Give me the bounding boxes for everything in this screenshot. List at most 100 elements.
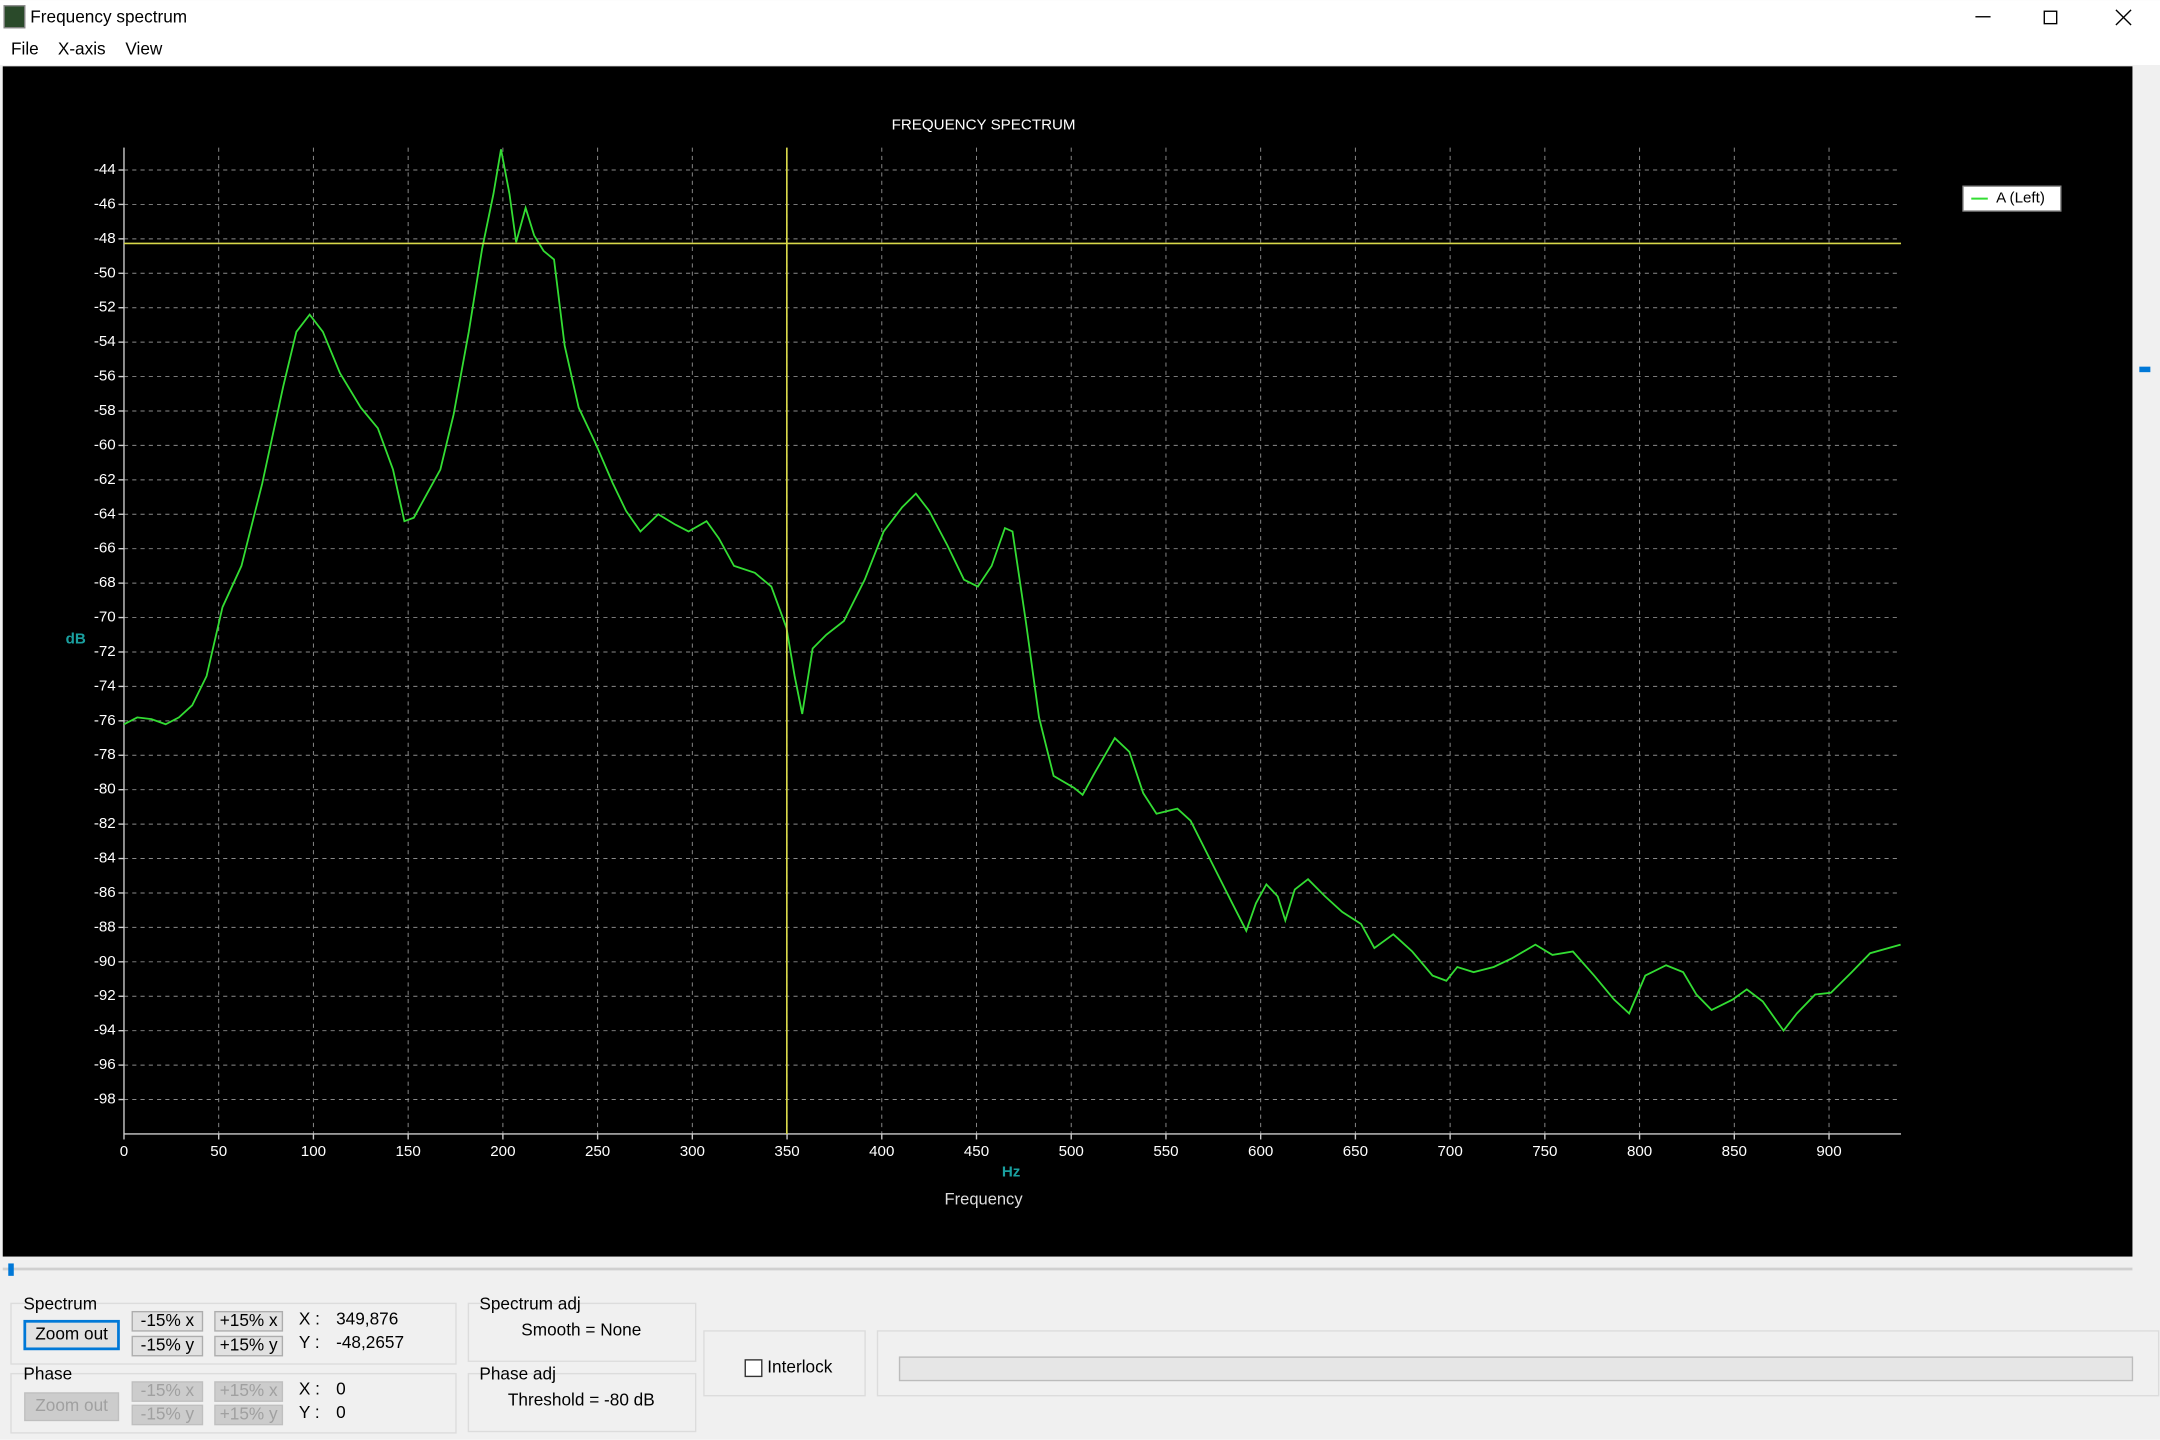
- step-button-label[interactable]: +15% y: [220, 1335, 278, 1355]
- x-tick-label: 850: [1722, 1143, 1747, 1160]
- x-tick-label: 300: [680, 1143, 705, 1160]
- y-tick-label: -82: [94, 815, 116, 832]
- y-label: Y :: [299, 1402, 320, 1422]
- x-tick-label: 900: [1816, 1143, 1841, 1160]
- legend-label: A (Left): [1996, 190, 2045, 207]
- x-tick-label: 350: [774, 1143, 799, 1160]
- y-tick-label: -80: [94, 781, 116, 798]
- x-label: X :: [299, 1379, 320, 1399]
- group-title: Phase adj: [479, 1364, 556, 1384]
- progress-bar: [898, 1356, 2134, 1382]
- group-box: [703, 1330, 866, 1397]
- group-box: [10, 1302, 457, 1365]
- y-label: Y :: [299, 1332, 320, 1352]
- zoom-button[interactable]: [23, 1319, 120, 1351]
- chart-area: [2, 66, 2133, 1257]
- step-button-label[interactable]: -15% y: [141, 1404, 195, 1424]
- y-tick-label: -62: [94, 471, 116, 488]
- y-tick-label: -44: [94, 161, 116, 178]
- step-button[interactable]: [214, 1381, 284, 1402]
- y-tick-label: -52: [94, 299, 116, 316]
- x-value: 349,876: [336, 1308, 398, 1328]
- y-axis-label: dB: [66, 630, 86, 647]
- step-button[interactable]: [131, 1335, 204, 1357]
- y-tick-label: -90: [94, 953, 116, 970]
- y-tick-label: -64: [94, 505, 116, 522]
- menu-item[interactable]: File: [11, 38, 39, 58]
- app-icon: [3, 5, 26, 29]
- checkbox-label[interactable]: Interlock: [767, 1357, 832, 1377]
- zoom-button-label[interactable]: Zoom out: [35, 1395, 108, 1415]
- y-tick-label: -76: [94, 712, 116, 729]
- spectrum-line: [123, 149, 1901, 1033]
- y-tick-label: -84: [94, 850, 116, 867]
- step-button[interactable]: [214, 1335, 284, 1357]
- x-axis-label: Frequency: [945, 1189, 1024, 1208]
- x-tick-label: 500: [1059, 1143, 1084, 1160]
- y-tick-label: -58: [94, 402, 116, 419]
- y-tick-label: -48: [94, 230, 116, 247]
- y-tick-label: -68: [94, 574, 116, 591]
- y-tick-label: -66: [94, 540, 116, 557]
- y-value: 0: [336, 1402, 346, 1422]
- zoom-button-label[interactable]: Zoom out: [35, 1324, 108, 1344]
- x-tick-label: 100: [301, 1143, 326, 1160]
- x-tick-label: 600: [1248, 1143, 1273, 1160]
- y-tick-label: -92: [94, 987, 116, 1004]
- step-button[interactable]: [214, 1310, 284, 1332]
- menu-item[interactable]: X-axis: [58, 38, 106, 58]
- x-axis-unit: Hz: [1002, 1164, 1021, 1181]
- group-title: Phase: [23, 1364, 72, 1384]
- step-button-label[interactable]: -15% x: [141, 1310, 195, 1330]
- group-title: Spectrum: [23, 1293, 97, 1313]
- x-tick-label: 150: [396, 1143, 421, 1160]
- step-button-label[interactable]: +15% y: [220, 1404, 278, 1424]
- group-box: [876, 1330, 2160, 1397]
- step-button-label[interactable]: -15% x: [141, 1380, 195, 1400]
- step-button[interactable]: [131, 1310, 204, 1332]
- step-button-label[interactable]: -15% y: [141, 1335, 195, 1355]
- y-tick-label: -46: [94, 195, 116, 212]
- adj-text: Smooth = None: [521, 1319, 641, 1339]
- group-box: [467, 1302, 697, 1362]
- close-button[interactable]: [2115, 9, 2132, 26]
- window-title: Frequency spectrum: [30, 7, 187, 27]
- y-tick-label: -88: [94, 918, 116, 935]
- x-tick-label: 250: [585, 1143, 610, 1160]
- group-box: [467, 1372, 697, 1433]
- y-tick-label: -72: [94, 643, 116, 660]
- x-tick-label: 750: [1532, 1143, 1557, 1160]
- menu-item[interactable]: View: [125, 38, 163, 58]
- x-value: 0: [336, 1379, 346, 1399]
- y-tick-label: -50: [94, 264, 116, 281]
- restore-button[interactable]: [2043, 10, 2058, 25]
- x-tick-label: 200: [490, 1143, 515, 1160]
- x-tick-label: 650: [1343, 1143, 1368, 1160]
- chart: FREQUENCY SPECTRUM dB Hz Frequency -44 -46 -48…: [66, 117, 2062, 1208]
- scrollbar[interactable]: [2135, 66, 2160, 1260]
- y-tick-label: -86: [94, 884, 116, 901]
- y-tick-label: -96: [94, 1056, 116, 1073]
- y-tick-label: -74: [94, 677, 116, 694]
- x-tick-label: 450: [964, 1143, 989, 1160]
- x-tick-label: 550: [1153, 1143, 1178, 1160]
- chart-title: FREQUENCY SPECTRUM: [892, 117, 1076, 134]
- scroll-thumb[interactable]: [2139, 366, 2151, 373]
- x-tick-label: 0: [120, 1143, 128, 1160]
- y-tick-label: -94: [94, 1022, 116, 1039]
- adj-text: Threshold = -80 dB: [508, 1390, 655, 1410]
- y-value: -48,2657: [336, 1332, 404, 1352]
- step-button[interactable]: [214, 1404, 284, 1426]
- checkbox[interactable]: [744, 1359, 763, 1378]
- step-button[interactable]: [131, 1381, 204, 1402]
- step-button[interactable]: [131, 1404, 204, 1426]
- step-button-label[interactable]: +15% x: [220, 1380, 278, 1400]
- slider-thumb[interactable]: [8, 1263, 14, 1276]
- title-menu-bg: [0, 0, 2160, 65]
- x-label: X :: [299, 1308, 320, 1328]
- step-button-label[interactable]: +15% x: [220, 1310, 278, 1330]
- x-tick-label: 800: [1627, 1143, 1652, 1160]
- zoom-button[interactable]: [24, 1392, 120, 1422]
- y-tick-label: -56: [94, 368, 116, 385]
